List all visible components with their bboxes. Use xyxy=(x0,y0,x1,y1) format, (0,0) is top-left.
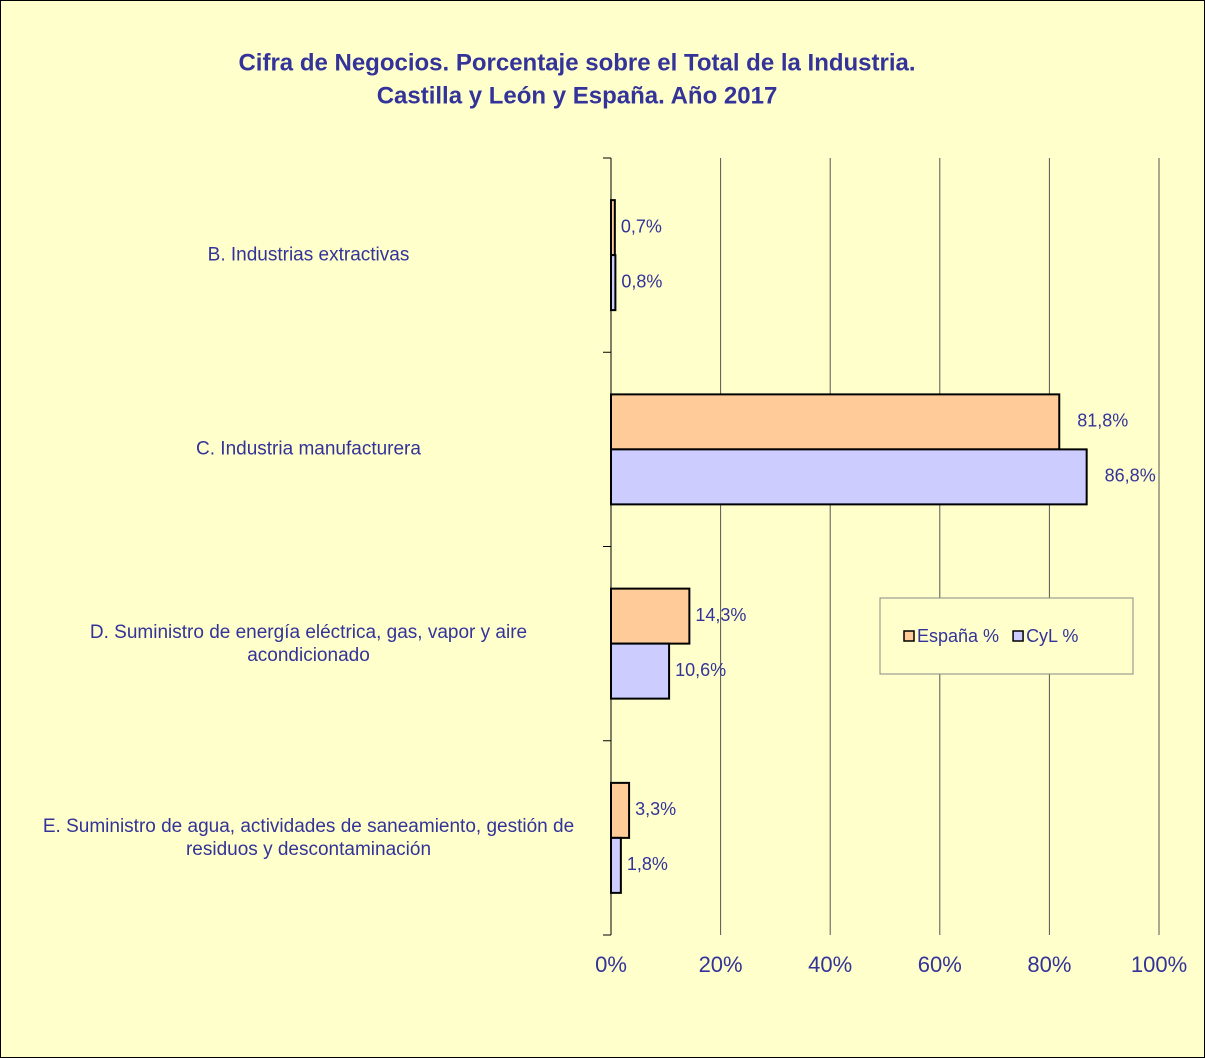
y-tick-label: E. Suministro de agua, actividades de sa… xyxy=(42,815,575,860)
legend-label: España % xyxy=(917,626,999,646)
bar xyxy=(610,836,622,894)
x-tick-label: 20% xyxy=(699,952,743,977)
bar xyxy=(610,393,1061,451)
x-tick-label: 100% xyxy=(1131,952,1187,977)
bar xyxy=(610,642,671,700)
data-label: 0,7% xyxy=(621,216,662,236)
bar xyxy=(610,781,631,839)
bar xyxy=(610,587,691,645)
y-tick-label: B. Industrias extractivas xyxy=(207,244,410,266)
x-tick-label: 40% xyxy=(808,952,852,977)
legend-label: CyL % xyxy=(1026,626,1078,646)
legend-box xyxy=(879,597,1134,675)
chart-title: Cifra de Negocios. Porcentaje sobre el T… xyxy=(238,49,915,76)
x-tick-label: 80% xyxy=(1027,952,1071,977)
x-tick-label: 60% xyxy=(918,952,962,977)
x-tick-label: 0% xyxy=(595,952,627,977)
y-tick-label: C. Industria manufacturera xyxy=(196,438,421,460)
legend-swatch xyxy=(903,630,915,642)
data-label: 1,8% xyxy=(627,854,668,874)
data-label: 3,3% xyxy=(635,799,676,819)
chart-title: Castilla y León y España. Año 2017 xyxy=(377,82,778,109)
data-label: 81,8% xyxy=(1077,411,1128,431)
data-label: 14,3% xyxy=(695,605,746,625)
data-label: 0,8% xyxy=(621,271,662,291)
y-tick-label: D. Suministro de energía eléctrica, gas,… xyxy=(89,621,528,666)
data-label: 86,8% xyxy=(1105,466,1156,486)
data-label: 10,6% xyxy=(675,660,726,680)
legend-swatch xyxy=(1012,630,1024,642)
bar xyxy=(610,199,616,257)
bar xyxy=(610,254,617,312)
bar xyxy=(610,448,1088,506)
